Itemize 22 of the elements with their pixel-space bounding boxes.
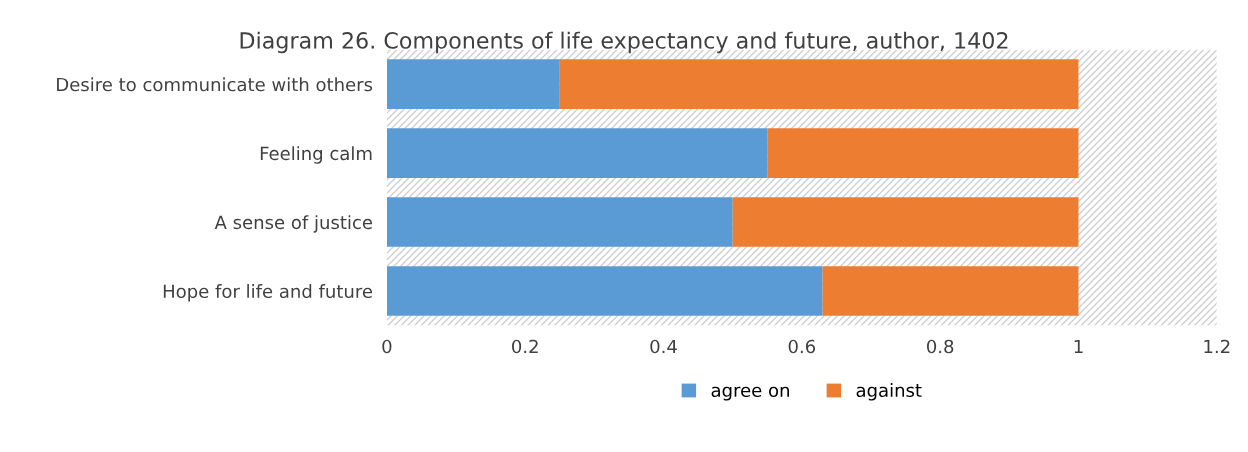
bar [386, 59, 560, 109]
bar [732, 197, 1079, 247]
bar [386, 266, 823, 316]
x-tick-label: 0.2 [512, 339, 538, 354]
x-tick-label: 0 [382, 339, 392, 354]
bar [822, 266, 1079, 316]
x-tick-label: 0.6 [788, 339, 816, 354]
y-tick-label: Desire to communicate with others [57, 77, 373, 92]
bar [767, 128, 1079, 178]
bar [386, 128, 768, 178]
y-tick-label: Hope for life and future [163, 284, 373, 302]
x-tick-label: 1 [1074, 339, 1083, 354]
bar [559, 59, 1079, 109]
x-tick-label: 0.4 [650, 339, 677, 354]
y-tick-label: A sense of justice [214, 215, 373, 233]
legend-label: against [856, 383, 922, 401]
chart-title: Diagram 26. Components of life expectancy and future, author, 1402 [240, 31, 1008, 54]
x-tick-label: 1.2 [1204, 339, 1230, 354]
y-tick-label: Feeling calm [260, 146, 372, 164]
bar [386, 197, 733, 247]
x-tick-label: 0.8 [926, 339, 954, 354]
legend-label: agree on [711, 386, 789, 401]
